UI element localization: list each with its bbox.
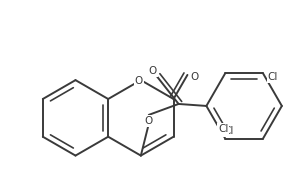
- Text: O: O: [135, 76, 143, 86]
- Text: Cl: Cl: [268, 72, 278, 82]
- Text: O: O: [149, 66, 157, 76]
- Text: Cl: Cl: [223, 126, 233, 136]
- Text: Cl: Cl: [218, 124, 228, 134]
- Text: O: O: [190, 72, 198, 82]
- Text: O: O: [145, 116, 153, 126]
